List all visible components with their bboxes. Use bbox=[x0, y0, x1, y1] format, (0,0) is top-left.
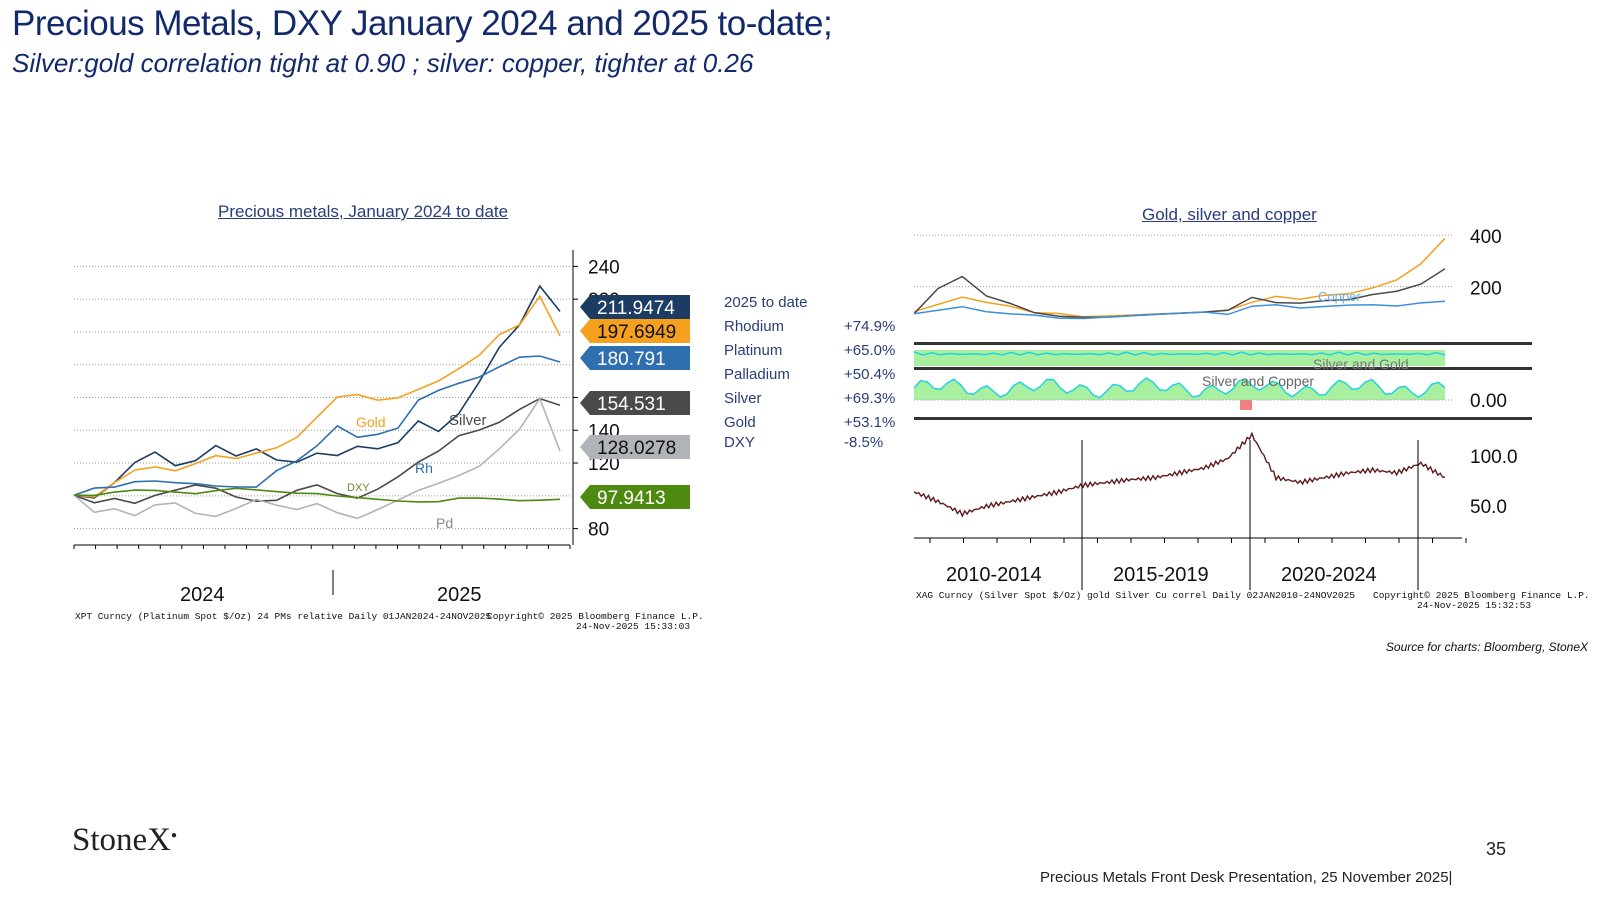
value-tag-label: 197.6949 bbox=[597, 322, 676, 343]
right-chart-copyright: Copyright© 2025 Bloomberg Finance L.P. bbox=[1373, 590, 1590, 601]
value-tag-label: 97.9413 bbox=[597, 488, 666, 509]
value-tag-silver bbox=[580, 391, 690, 415]
perf-name: Silver bbox=[724, 390, 762, 407]
perf-name: DXY bbox=[724, 434, 755, 451]
source-note: Source for charts: Bloomberg, StoneX bbox=[1385, 640, 1588, 654]
perf-value: +50.4% bbox=[844, 366, 896, 383]
perf-row-palladium: Palladium +50.4% bbox=[724, 366, 904, 388]
y-tick-label: 80 bbox=[588, 520, 609, 541]
value-tag-platinum bbox=[580, 295, 690, 319]
panel-divider bbox=[914, 367, 1532, 370]
perf-row-dxy: DXY -8.5% bbox=[724, 434, 904, 456]
panel-divider bbox=[914, 417, 1532, 420]
panel-label-silver-gold: Silver and Gold bbox=[1313, 356, 1409, 372]
value-tag-label: 154.531 bbox=[597, 394, 666, 415]
panel-label-silver-copper: Silver and Copper bbox=[1202, 373, 1314, 389]
y-tick-label: 400 bbox=[1470, 227, 1502, 248]
perf-value: +65.0% bbox=[844, 342, 896, 359]
correl-line-silver-copper bbox=[913, 377, 1446, 399]
series-line-dxy bbox=[73, 487, 561, 503]
value-tag-label: 180.791 bbox=[597, 349, 666, 370]
y-tick-label: 100.0 bbox=[1470, 447, 1518, 468]
x-label-2020-2024: 2020-2024 bbox=[1281, 564, 1377, 586]
series-line-rhodium bbox=[73, 355, 561, 496]
left-chart-footnote: XPT Curncy (Platinum Spot $/Oz) 24 PMs r… bbox=[75, 611, 491, 622]
right-chart-timestamp: 24-Nov-2025 15:32:53 bbox=[1417, 600, 1531, 611]
series-line-platinum bbox=[73, 284, 561, 499]
series-label-palladium: Pd bbox=[436, 515, 453, 531]
negative-correl-patch bbox=[1240, 400, 1252, 410]
perf-row-silver: Silver +69.3% bbox=[724, 390, 904, 412]
x-label-2025: 2025 bbox=[437, 584, 482, 606]
value-tag-palladium bbox=[580, 435, 690, 459]
perf-name: Rhodium bbox=[724, 318, 785, 335]
panel-divider bbox=[914, 342, 1532, 345]
right-chart-footnote: XAG Curncy (Silver Spot $/Oz) gold Silve… bbox=[916, 590, 1355, 601]
perf-row-gold: Gold +53.1% bbox=[724, 414, 904, 436]
page-number: 35 bbox=[1486, 839, 1507, 859]
x-label-2015-2019: 2015-2019 bbox=[1113, 564, 1209, 586]
perf-value: -8.5% bbox=[844, 434, 884, 451]
series-label-dxy: DXY bbox=[347, 482, 370, 494]
series-line-palladium bbox=[73, 396, 561, 520]
series-line-copper bbox=[913, 300, 1446, 320]
y-tick-label: 120 bbox=[588, 454, 620, 475]
perf-value: +53.1% bbox=[844, 414, 896, 431]
perf-value: +69.3% bbox=[844, 390, 896, 407]
left-chart-copyright: Copyright© 2025 Bloomberg Finance L.P. bbox=[487, 611, 704, 622]
perf-name: Gold bbox=[724, 414, 756, 431]
value-tag-rhodium bbox=[580, 346, 690, 370]
slide-subtitle: Silver:gold correlation tight at 0.90 ; … bbox=[12, 48, 754, 78]
y-tick-label: 0.00 bbox=[1470, 391, 1507, 412]
correl-line-silver-gold bbox=[913, 351, 1446, 356]
left-chart-timestamp: 24-Nov-2025 15:33:03 bbox=[576, 621, 690, 632]
x-label-2010-2014: 2010-2014 bbox=[946, 564, 1042, 586]
perf-value: +74.9% bbox=[844, 318, 896, 335]
y-tick-label: 200 bbox=[1470, 279, 1502, 300]
series-line-silver bbox=[73, 397, 561, 505]
series-label-copper: Copper bbox=[1318, 289, 1361, 304]
series-line-gold bbox=[73, 294, 561, 498]
x-label-2024: 2024 bbox=[180, 584, 225, 606]
correl-fill-silver-copper bbox=[914, 378, 1445, 400]
value-tag-dxy bbox=[580, 485, 690, 509]
series-label-silver: Silver bbox=[449, 412, 487, 429]
perf-name: Platinum bbox=[724, 342, 783, 359]
y-tick-label: 50.0 bbox=[1470, 497, 1507, 518]
series-label-gold: Gold bbox=[356, 414, 386, 430]
value-tag-label: 211.9474 bbox=[597, 298, 675, 319]
y-tick-label: 240 bbox=[588, 257, 620, 278]
perf-row-platinum: Platinum +65.0% bbox=[724, 342, 904, 364]
slide-title: Precious Metals, DXY January 2024 and 20… bbox=[12, 4, 833, 43]
value-tag-gold bbox=[580, 319, 690, 343]
performance-table-header: 2025 to date bbox=[724, 294, 808, 311]
footer-text: Precious Metals Front Desk Presentation,… bbox=[1040, 869, 1453, 886]
value-tag-label: 128.0278 bbox=[597, 438, 676, 459]
series-line-silver bbox=[913, 268, 1446, 318]
right-chart-title: Gold, silver and copper bbox=[1142, 205, 1317, 224]
stonex-logo: StoneX● bbox=[72, 822, 178, 858]
series-label-rhodium: Rh bbox=[415, 460, 433, 476]
perf-name: Palladium bbox=[724, 366, 790, 383]
left-chart-title: Precious metals, January 2024 to date bbox=[218, 202, 509, 221]
perf-row-rhodium: Rhodium +74.9% bbox=[724, 318, 904, 340]
series-line-gold-silver-ratio bbox=[913, 431, 1446, 518]
